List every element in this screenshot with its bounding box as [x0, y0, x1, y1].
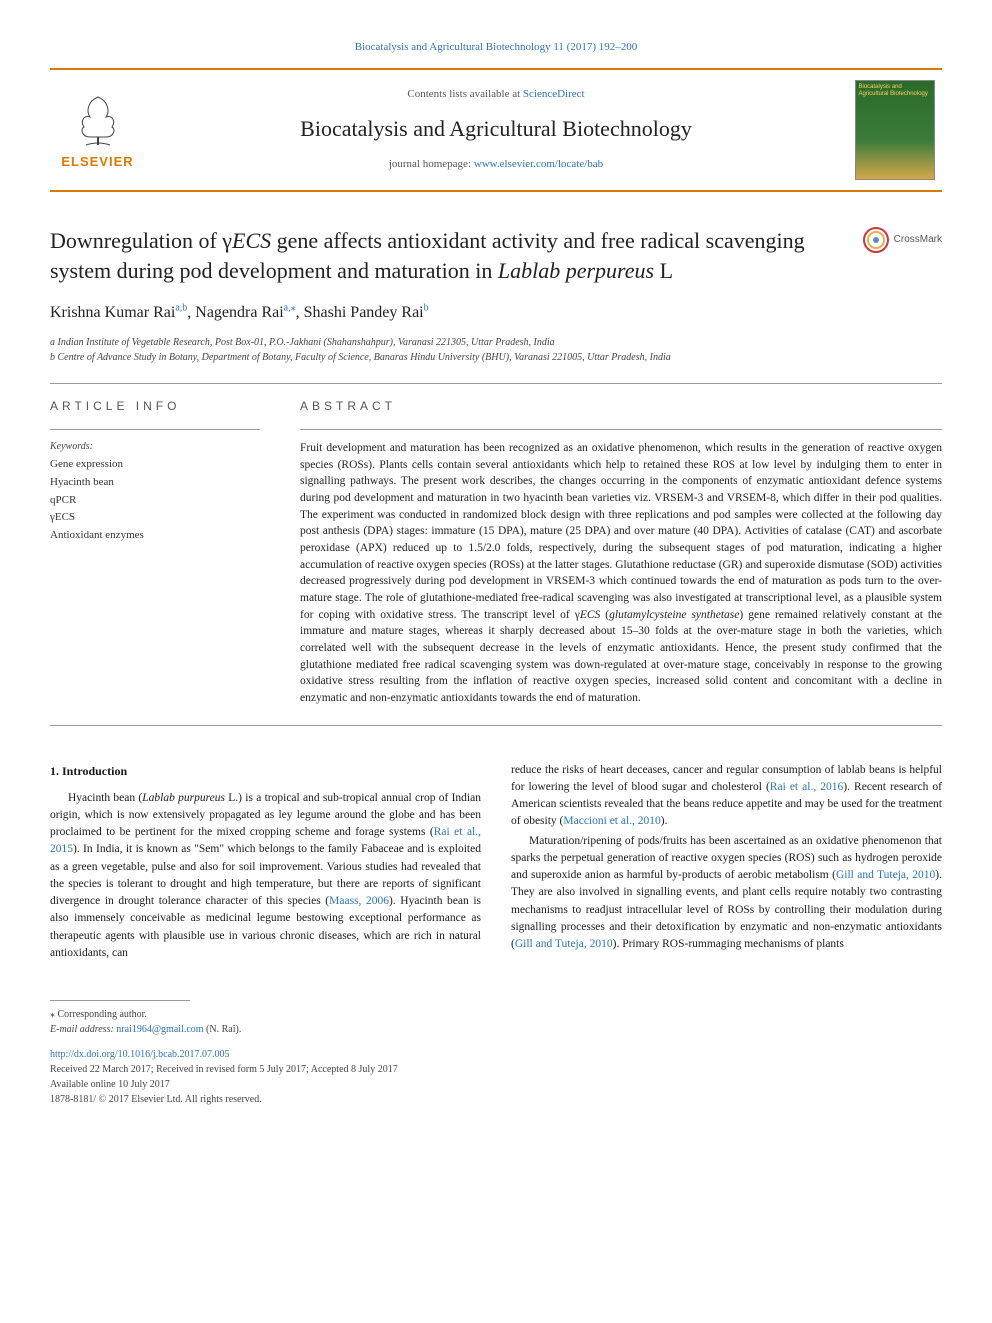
divider	[300, 429, 942, 430]
body-column-right: reduce the risks of heart deceases, canc…	[511, 762, 942, 965]
author-2-affil: a,⁎	[284, 303, 296, 314]
received-line: Received 22 March 2017; Received in revi…	[50, 1062, 942, 1077]
divider	[50, 383, 942, 384]
footnote-rule	[50, 1000, 190, 1001]
affiliation-b: b Centre of Advance Study in Botany, Dep…	[50, 350, 942, 365]
title-em-1: ECS	[232, 228, 271, 253]
email-post: (N. Rai).	[204, 1024, 242, 1035]
elsevier-tree-icon	[68, 89, 128, 149]
contents-prefix: Contents lists available at	[407, 88, 522, 100]
abstract-em-1: ECS	[580, 609, 600, 621]
body-columns: 1. Introduction Hyacinth bean (Lablab pu…	[50, 762, 942, 965]
divider	[50, 725, 942, 726]
body-column-left: 1. Introduction Hyacinth bean (Lablab pu…	[50, 762, 481, 965]
journal-name: Biocatalysis and Agricultural Biotechnol…	[145, 113, 847, 145]
divider	[50, 429, 260, 430]
elsevier-wordmark: ELSEVIER	[61, 153, 133, 172]
homepage-prefix: journal homepage:	[389, 158, 474, 170]
abstract-part-1: Fruit development and maturation has bee…	[300, 442, 942, 621]
body-paragraph: Hyacinth bean (Lablab purpureus L.) is a…	[50, 790, 481, 963]
keywords-list: Gene expression Hyacinth bean qPCR γECS …	[50, 456, 260, 544]
masthead-center: Contents lists available at ScienceDirec…	[145, 87, 847, 173]
article-info-label: ARTICLE INFO	[50, 398, 260, 415]
homepage-link[interactable]: www.elsevier.com/locate/bab	[474, 158, 603, 170]
masthead: ELSEVIER Contents lists available at Sci…	[50, 68, 942, 192]
affiliation-a: a Indian Institute of Vegetable Research…	[50, 335, 942, 350]
doi-link[interactable]: http://dx.doi.org/10.1016/j.bcab.2017.07…	[50, 1049, 230, 1060]
crossmark-label: CrossMark	[894, 233, 942, 248]
homepage-line: journal homepage: www.elsevier.com/locat…	[145, 157, 847, 173]
crossmark-badge[interactable]: CrossMark	[852, 226, 942, 254]
cover-thumb-label: Biocatalysis and Agricultural Biotechnol…	[859, 84, 931, 97]
abstract-part-2: (	[600, 609, 609, 621]
body-paragraph: Maturation/ripening of pods/fruits has b…	[511, 833, 942, 954]
citation-link[interactable]: Maccioni et al., 2010	[563, 815, 660, 827]
online-line: Available online 10 July 2017	[50, 1077, 942, 1092]
body-text: ).	[661, 815, 668, 827]
title-part-1: Downregulation of γ	[50, 228, 232, 253]
abstract-column: ABSTRACT Fruit development and maturatio…	[300, 398, 942, 707]
title-part-3: L	[654, 258, 673, 283]
contents-line: Contents lists available at ScienceDirec…	[145, 87, 847, 103]
abstract-em-2: glutamylcysteine synthetase	[609, 609, 739, 621]
body-text: Hyacinth bean (	[68, 792, 142, 804]
running-head: Biocatalysis and Agricultural Biotechnol…	[50, 40, 942, 56]
abstract-part-3: ) gene remained relatively constant at t…	[300, 609, 942, 704]
keywords-label: Keywords:	[50, 440, 260, 455]
footer: ⁎ Corresponding author. E-mail address: …	[50, 1000, 942, 1107]
corresponding-author: ⁎ Corresponding author.	[50, 1007, 942, 1022]
abstract-text: Fruit development and maturation has bee…	[300, 440, 942, 707]
body-paragraph: reduce the risks of heart deceases, canc…	[511, 762, 942, 831]
cover-thumb-block: Biocatalysis and Agricultural Biotechnol…	[847, 80, 942, 180]
email-label: E-mail address:	[50, 1024, 116, 1035]
email-link[interactable]: nrai1964@gmail.com	[116, 1024, 203, 1035]
author-2: , Nagendra Rai	[187, 304, 283, 321]
body-text: ). Primary ROS-rummaging mechanisms of p…	[613, 938, 844, 950]
author-3: , Shashi Pandey Rai	[296, 304, 424, 321]
citation-link[interactable]: Gill and Tuteja, 2010	[836, 869, 935, 881]
sciencedirect-link[interactable]: ScienceDirect	[523, 88, 585, 100]
copyright-line: 1878-8181/ © 2017 Elsevier Ltd. All righ…	[50, 1092, 942, 1107]
body-em: Lablab purpureus	[142, 792, 225, 804]
crossmark-icon	[862, 226, 890, 254]
affiliations: a Indian Institute of Vegetable Research…	[50, 335, 942, 365]
citation-link[interactable]: Maass, 2006	[329, 895, 389, 907]
article-info-column: ARTICLE INFO Keywords: Gene expression H…	[50, 398, 260, 707]
article-title: Downregulation of γECS gene affects anti…	[50, 226, 852, 285]
citation-link[interactable]: Rai et al., 2016	[770, 781, 844, 793]
publisher-logo-block: ELSEVIER	[50, 89, 145, 172]
journal-cover-icon: Biocatalysis and Agricultural Biotechnol…	[855, 80, 935, 180]
author-1-affil: a,b	[175, 303, 187, 314]
authors-line: Krishna Kumar Raia,b, Nagendra Raia,⁎, S…	[50, 301, 942, 324]
author-1: Krishna Kumar Rai	[50, 304, 175, 321]
citation-link[interactable]: Gill and Tuteja, 2010	[515, 938, 613, 950]
abstract-label: ABSTRACT	[300, 398, 942, 415]
section-heading: 1. Introduction	[50, 762, 481, 780]
title-em-2: Lablab perpureus	[498, 258, 654, 283]
author-3-affil: b	[424, 303, 429, 314]
email-line: E-mail address: nrai1964@gmail.com (N. R…	[50, 1022, 942, 1037]
